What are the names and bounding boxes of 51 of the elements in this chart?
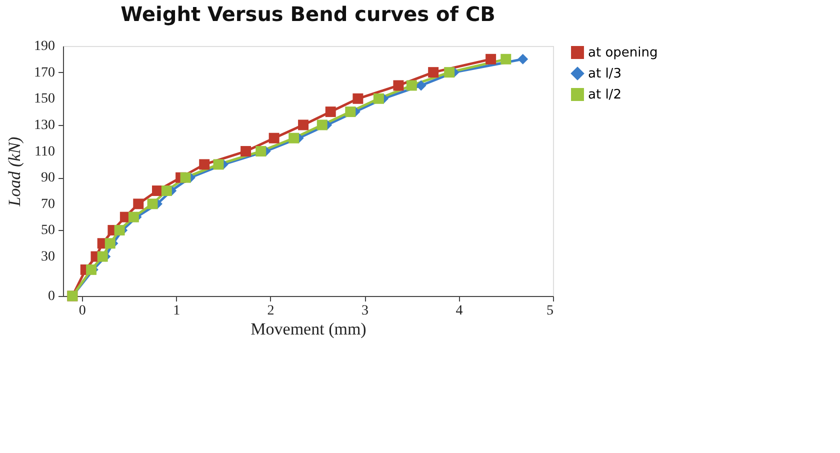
point <box>486 54 496 64</box>
point <box>114 224 125 236</box>
point <box>298 120 309 130</box>
point <box>133 198 144 210</box>
y-tick-label: 130 <box>34 118 55 133</box>
point <box>199 159 210 170</box>
point <box>518 54 528 64</box>
point <box>500 54 512 64</box>
point <box>256 146 266 157</box>
x-tick-label: 2 <box>267 304 274 318</box>
point <box>152 185 162 196</box>
point <box>147 198 158 210</box>
y-tick-label: 70 <box>41 196 55 212</box>
x-tick-label: 5 <box>546 304 554 318</box>
legend-label: at l/2 <box>588 88 622 102</box>
y-tick-label: 50 <box>41 223 55 238</box>
point <box>213 159 224 170</box>
point <box>345 106 356 118</box>
x-tick-label: 3 <box>362 304 369 318</box>
point <box>428 67 439 78</box>
point <box>373 93 384 104</box>
point <box>416 80 426 91</box>
y-tick-label: 30 <box>41 250 55 265</box>
point <box>161 185 172 196</box>
point <box>393 80 404 91</box>
y-tick-label: 150 <box>34 92 55 107</box>
chart-title: Weight Versus Bend curves of CB <box>120 2 496 26</box>
point <box>288 132 300 144</box>
point <box>325 106 336 118</box>
point <box>180 172 191 183</box>
x-tick-label: 1 <box>173 304 180 318</box>
point <box>316 120 328 130</box>
y-tick-label: 110 <box>34 144 55 160</box>
point <box>444 67 455 78</box>
point <box>406 80 417 91</box>
x-axis-title: Movement (mm) <box>250 320 366 338</box>
point <box>128 212 139 222</box>
y-tick-label: 0 <box>48 289 55 304</box>
point <box>240 146 252 157</box>
point <box>268 132 280 144</box>
y-tick-label: 190 <box>34 39 55 54</box>
x-tick-label: 0 <box>78 304 86 318</box>
x-tick-label: 4 <box>456 304 463 318</box>
y-tick-label: 170 <box>34 65 55 80</box>
legend-label: at l/3 <box>588 66 622 82</box>
point <box>97 251 108 262</box>
y-tick-label: 90 <box>41 170 55 186</box>
legend-label: at opening <box>588 46 658 60</box>
point <box>104 238 116 249</box>
y-axis-title: Load (kN) <box>5 136 24 208</box>
point <box>352 93 364 104</box>
